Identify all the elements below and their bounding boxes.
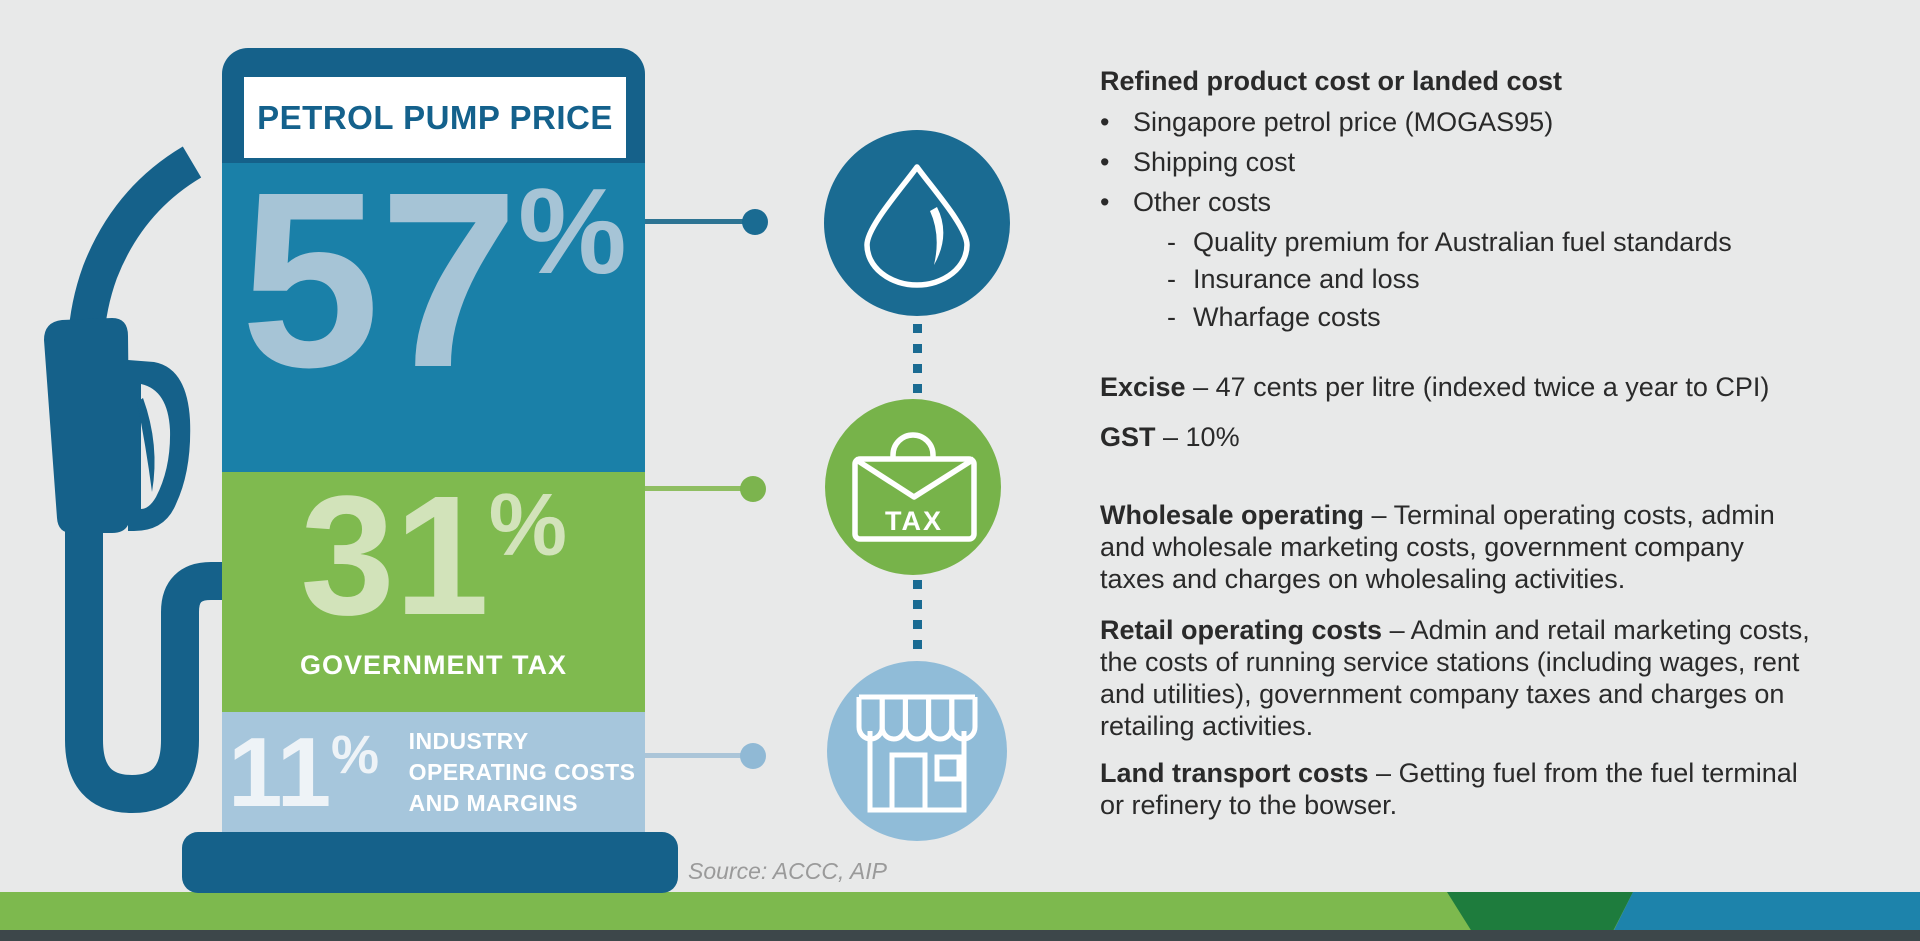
source-note: Source: ACCC, AIP bbox=[688, 858, 887, 884]
land-transport-paragraph: Land transport costs – Getting fuel from… bbox=[1100, 758, 1798, 820]
landed-cost-heading: Refined product cost or landed cost bbox=[1100, 66, 1563, 96]
bullet-icon: • bbox=[1100, 147, 1110, 177]
connector-dot-industry bbox=[740, 743, 766, 769]
product-cost-percentage: 57% bbox=[240, 140, 627, 419]
connector-government-tax bbox=[645, 486, 753, 491]
segment-industry-costs: 11% INDUSTRY OPERATING COSTS AND MARGINS bbox=[222, 712, 645, 832]
nozzle-spout bbox=[68, 146, 202, 342]
footer-bar-dark-green-segment bbox=[1447, 892, 1633, 932]
dotted-link-tax-to-shop bbox=[913, 580, 922, 658]
gst-line: GST – 10% bbox=[1100, 422, 1240, 452]
connector-dot-product bbox=[742, 209, 768, 235]
bullet-item: • Other costs bbox=[1100, 187, 1272, 217]
nozzle-hose bbox=[65, 525, 224, 814]
storefront-icon bbox=[856, 694, 978, 813]
nozzle-body bbox=[44, 318, 130, 533]
bullet-item: • Singapore petrol price (MOGAS95) bbox=[1100, 107, 1554, 137]
bullet-item: • Shipping cost bbox=[1100, 147, 1296, 177]
excise-line: Excise – 47 cents per litre (indexed twi… bbox=[1100, 372, 1770, 402]
dash-icon: - bbox=[1167, 302, 1176, 332]
dotted-link-droplet-to-tax bbox=[913, 324, 922, 396]
petrol-nozzle-icon bbox=[44, 146, 224, 814]
segment-government-tax: 31% GOVERNMENT TAX bbox=[222, 461, 645, 712]
service-station-circle bbox=[827, 661, 1007, 841]
nozzle-trigger bbox=[137, 398, 155, 492]
industry-label: INDUSTRY OPERATING COSTS AND MARGINS bbox=[408, 727, 636, 816]
sub-bullet-item: - Insurance and loss bbox=[1167, 264, 1420, 294]
connector-product-cost bbox=[645, 219, 755, 224]
nozzle-handle bbox=[128, 360, 191, 531]
connector-industry bbox=[645, 753, 753, 758]
government-tax-percentage: 31% bbox=[300, 461, 567, 651]
dash-icon: - bbox=[1167, 227, 1176, 257]
pump-base bbox=[182, 832, 678, 893]
bullet-icon: • bbox=[1100, 187, 1110, 217]
footer-edge-strip bbox=[0, 930, 1920, 941]
government-tax-label: GOVERNMENT TAX bbox=[299, 650, 567, 680]
retail-operating-paragraph: Retail operating costs – Admin and retai… bbox=[1100, 615, 1810, 741]
pump-title-banner: PETROL PUMP PRICE bbox=[244, 77, 626, 158]
footer-bar-blue-segment bbox=[1613, 892, 1920, 932]
tax-briefcase-icon: TAX bbox=[852, 432, 977, 542]
fuel-droplet-circle bbox=[824, 130, 1010, 316]
droplet-icon bbox=[864, 164, 970, 288]
details-panel: Refined product cost or landed cost • Si… bbox=[1100, 58, 1815, 908]
tax-briefcase-circle: TAX bbox=[825, 399, 1001, 575]
sub-bullet-item: - Quality premium for Australian fuel st… bbox=[1167, 227, 1732, 257]
wholesale-operating-paragraph: Wholesale operating – Terminal operating… bbox=[1100, 500, 1775, 594]
segment-product-cost: 57% PRODUCT COST bbox=[222, 140, 645, 585]
tax-icon-label: TAX bbox=[885, 506, 943, 536]
industry-percentage: 11% bbox=[228, 716, 379, 827]
pump-title: PETROL PUMP PRICE bbox=[257, 98, 613, 136]
dash-icon: - bbox=[1167, 264, 1176, 294]
sub-bullet-item: - Wharfage costs bbox=[1167, 302, 1381, 332]
connector-dot-tax bbox=[740, 476, 766, 502]
bullet-icon: • bbox=[1100, 107, 1110, 137]
